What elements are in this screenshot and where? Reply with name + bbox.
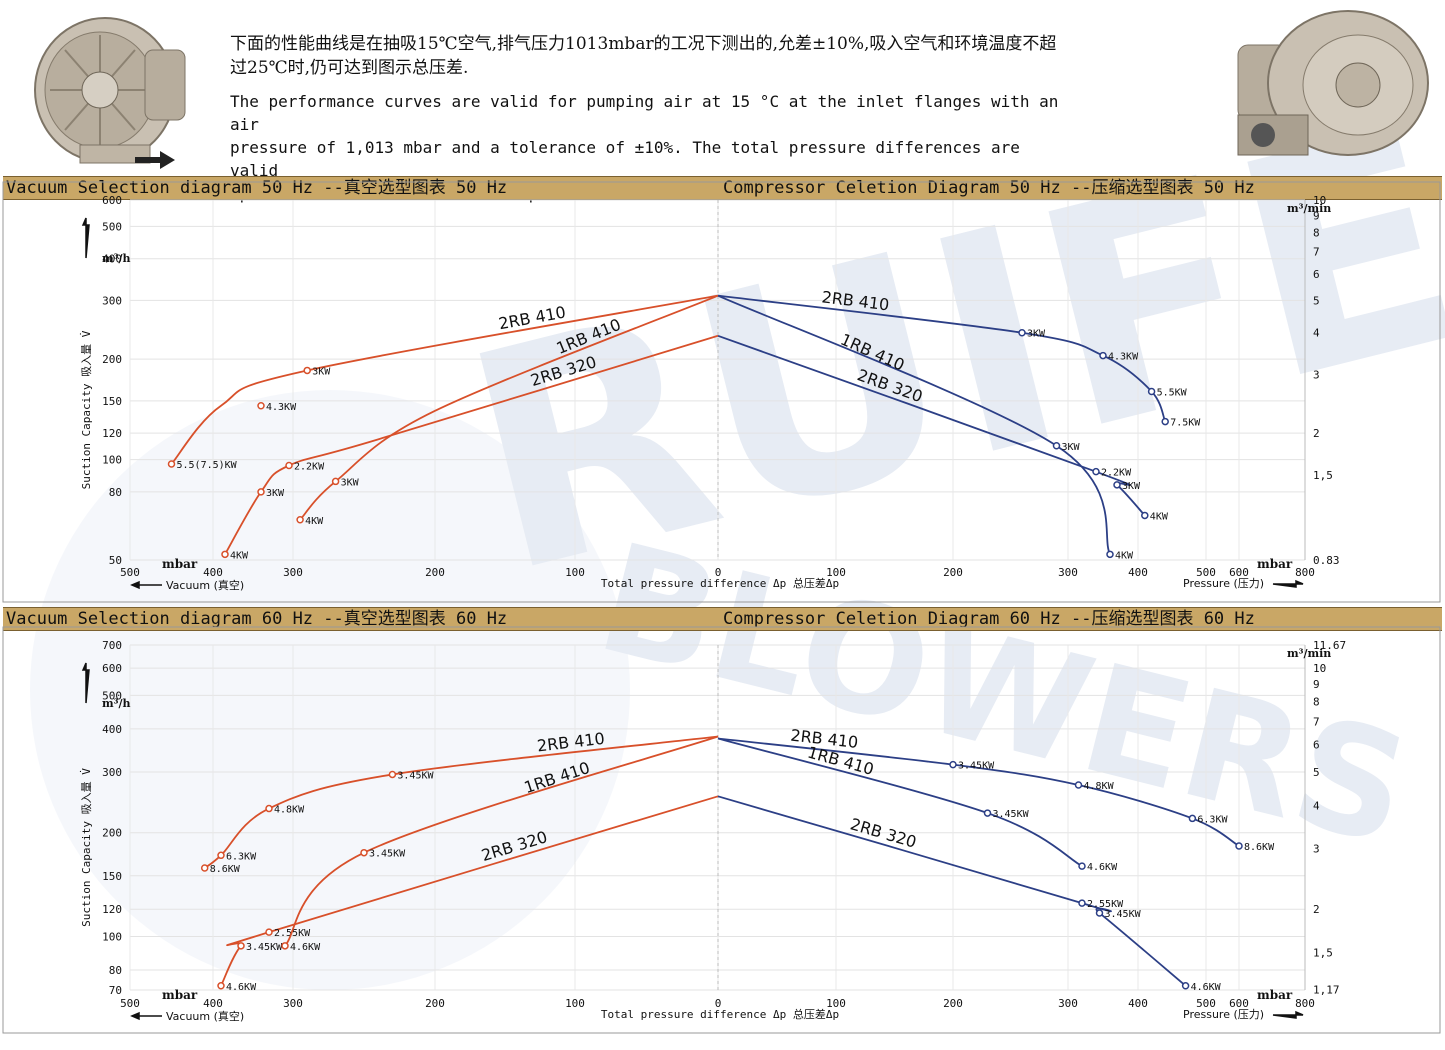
right-blower-image (1237, 10, 1429, 156)
band-60hz: Vacuum Selection diagram 60 Hz --真空选型图表 … (3, 607, 1442, 631)
band-50hz: Vacuum Selection diagram 50 Hz --真空选型图表 … (3, 176, 1442, 200)
watermark-blowers: BLOWERS (583, 511, 1424, 879)
left-blower-image (34, 17, 186, 169)
band-vacuum-60-title: Vacuum Selection diagram 60 Hz --真空选型图表 … (6, 609, 508, 629)
band-compressor-60-title: Compressor Celetion Diagram 60 Hz --压缩选型… (723, 609, 1255, 629)
band-compressor-50-title: Compressor Celetion Diagram 50 Hz --压缩选型… (723, 178, 1255, 198)
header-en-line2: pressure of 1,013 mbar and a tolerance o… (230, 138, 1020, 180)
header-en-line1: The performance curves are valid for pum… (230, 92, 1059, 134)
header-cn: 下面的性能曲线是在抽吸15℃空气,排气压力1013mbar的工况下测出的,允差±… (230, 34, 1057, 78)
band-vacuum-50-title: Vacuum Selection diagram 50 Hz --真空选型图表 … (6, 178, 508, 198)
